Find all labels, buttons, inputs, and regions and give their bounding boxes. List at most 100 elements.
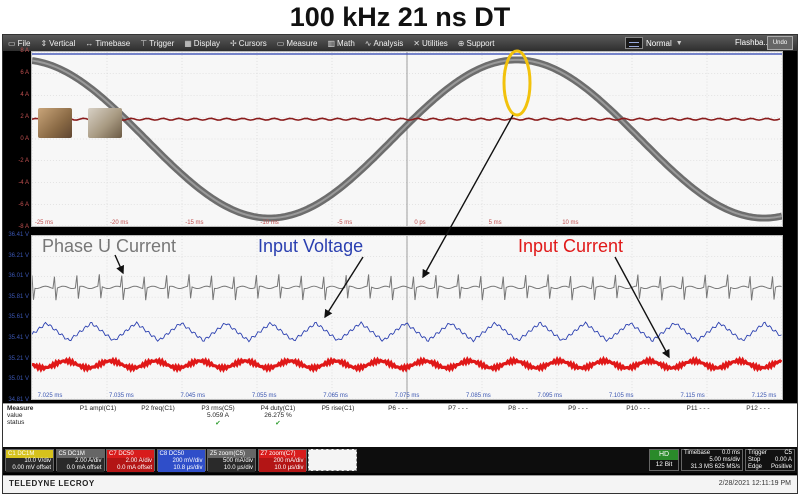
undo-button[interactable]: Undo (767, 36, 793, 50)
channel-descriptor[interactable]: C5 DC1M 2.00 A/div 0.0 mA offset (55, 449, 105, 472)
hd-label: HD (650, 450, 678, 460)
bottom-x-tick-label: 7.085 ms (466, 393, 491, 399)
trigger-slope: Positive (770, 464, 792, 470)
menu-label: Timebase (95, 38, 131, 48)
menu-measure[interactable]: ▭ Measure (272, 35, 323, 51)
measure-param-header[interactable]: P4 duty(C1) (260, 405, 296, 412)
menu-cursors[interactable]: ✢ Cursors (225, 35, 272, 51)
support-icon: ⊕ (457, 38, 465, 48)
menu-label: Display (193, 38, 221, 48)
trigger-box[interactable]: Trigger C5 Stop 0.00 A Edge Positive (745, 449, 795, 471)
bit-depth: 12 Bit (655, 461, 673, 468)
channel-label: Z7 zoom(C7) (258, 450, 306, 458)
sample-rate: 31.3 MS 625 MS/s (690, 464, 740, 470)
menu-label: Measure (286, 38, 318, 48)
channel-label: C1 DC1M (6, 450, 53, 458)
top-x-tick-label: 5 ms (488, 220, 502, 226)
channel-descriptor[interactable]: C8 DC50 200 mV/div 10.8 µs/div (156, 449, 206, 472)
measure-param-header[interactable]: P7 - - - (448, 405, 468, 412)
channel-descriptor[interactable]: C7 DC50 2.00 A/div 0.0 mA offset (106, 449, 155, 472)
measure-param-header[interactable]: P10 - - - (626, 405, 650, 412)
capacitor-photo-left (38, 108, 72, 138)
menu-label: Utilities (422, 38, 448, 48)
top-waveform-plot (32, 52, 782, 226)
menu-trigger[interactable]: ⊤ Trigger (135, 35, 179, 51)
top-y-tick-label: 4 A (20, 92, 29, 98)
bottom-y-tick-label: 35.41 V (8, 335, 29, 341)
menu-label: Cursors (238, 38, 267, 48)
flashback-button[interactable]: Flashba... (735, 38, 771, 47)
measure-param-header[interactable]: P3 rms(C5) (201, 405, 235, 412)
cursors-icon: ✢ (230, 38, 237, 48)
top-waveform-grid[interactable]: -25 ms -20 ms -15 ms -10 ms -5 ms 0 ps 5 ms 10 … (31, 51, 783, 227)
measure-param-header[interactable]: P1 ampl(C1) (79, 405, 117, 412)
acquisition-mode-label: Normal (646, 38, 672, 48)
top-y-tick-label: 2 A (20, 114, 29, 120)
channel-label: C5 DC1M (56, 450, 104, 458)
top-x-tick-label: -20 ms (110, 220, 129, 226)
menu-label: Analysis (373, 38, 404, 48)
top-x-tick-label: -5 ms (337, 220, 353, 226)
top-y-tick-label: 0 A (20, 136, 29, 142)
bottom-zoom-grid[interactable]: Phase U Current Input Voltage Input Curr… (31, 235, 783, 400)
channel-descriptor-bar: HD 12 Bit Timebase 0.0 ms 5.00 ms/div 31… (3, 447, 797, 473)
trigger-icon: ⊤ (140, 38, 148, 48)
empty-channel-slot[interactable] (308, 449, 357, 471)
top-y-tick-label: -8 A (18, 224, 29, 230)
channel-label: Z5 zoom(C5) (208, 450, 255, 458)
channel-scale: 200 mA/div (258, 458, 306, 465)
status-bar: TELEDYNE LECROY 2/28/2021 12:11:19 PM (3, 475, 797, 493)
channel-label: C7 DC50 (107, 450, 154, 458)
measure-param-header[interactable]: P12 - - - (746, 405, 770, 412)
menu-file[interactable]: ▭ File (3, 35, 35, 51)
menu-math[interactable]: ▥ Math (322, 35, 359, 51)
bottom-y-tick-label: 36.41 V (8, 232, 29, 238)
input-current-trace (32, 355, 782, 374)
channel-offset: 0.0 mA offset (56, 465, 104, 472)
measure-param-header[interactable]: P8 - - - (508, 405, 528, 412)
channel-scale: 10.0 V/div (6, 458, 53, 465)
measure-param-header[interactable]: P9 - - - (568, 405, 588, 412)
input-voltage-label: Input Voltage (258, 236, 364, 256)
top-y-tick-label: 6 A (20, 70, 29, 76)
input-current-label: Input Current (518, 236, 624, 256)
utilities-icon: ✕ (413, 38, 420, 48)
channel-descriptor[interactable]: Z7 zoom(C7) 200 mA/div 10.0 µs/div (257, 449, 307, 472)
channel-offset: 10.8 µs/div (157, 465, 205, 472)
channel-descriptor[interactable]: C1 DC1M 10.0 V/div 0.00 mV offset (5, 449, 54, 472)
menu-display[interactable]: ▦ Display (179, 35, 225, 51)
top-x-tick-label: 0 ps (414, 220, 426, 226)
timebase-box[interactable]: Timebase 0.0 ms 5.00 ms/div 31.3 MS 625 … (681, 449, 743, 471)
acquisition-mode-selector[interactable]: Normal ▼ (625, 36, 697, 50)
vertical-icon: ⇕ (40, 38, 48, 48)
channel-offset: 10.0 µs/div (208, 465, 255, 472)
bottom-x-tick-label: 7.045 ms (180, 393, 206, 399)
analysis-icon: ∿ (364, 38, 372, 48)
bottom-y-tick-label: 35.21 V (8, 355, 29, 362)
measure-param-header[interactable]: P6 - - - (388, 405, 408, 412)
capacitor-photo-right (88, 108, 122, 138)
menu-analysis[interactable]: ∿ Analysis (360, 35, 409, 51)
display-mode-icon (625, 37, 643, 49)
menu-vertical[interactable]: ⇕ Vertical (35, 35, 80, 51)
trigger-level: 0.00 A (774, 457, 792, 463)
menu-label: File (17, 38, 31, 48)
hd-badge[interactable]: HD 12 Bit (649, 449, 679, 471)
menu-timebase[interactable]: ↔ Timebase (80, 35, 135, 51)
bottom-y-tick-label: 35.01 V (8, 376, 29, 383)
top-x-tick-label: 10 ms (562, 220, 579, 226)
measure-row-label: Measure (7, 405, 34, 412)
page-title: 100 kHz 21 ns DT (289, 2, 511, 32)
menu-utilities[interactable]: ✕ Utilities (408, 35, 452, 51)
right-scale-strip (783, 51, 797, 401)
phase-u-current-trace-core (32, 58, 782, 220)
phase-u-current-label: Phase U Current (42, 236, 177, 256)
measure-param-header[interactable]: P5 rise(C1) (321, 405, 355, 412)
bottom-y-tick-label: 36.01 V (8, 273, 29, 280)
measure-param-header[interactable]: P2 freq(C1) (141, 405, 175, 412)
top-y-tick-label: 8 A (20, 48, 29, 54)
menu-support[interactable]: ⊕ Support (453, 35, 500, 51)
measure-param-header[interactable]: P11 - - - (686, 405, 710, 412)
timebase-div: 5.00 ms/div (709, 457, 740, 463)
channel-descriptor[interactable]: Z5 zoom(C5) 500 mA/div 10.0 µs/div (207, 449, 256, 472)
